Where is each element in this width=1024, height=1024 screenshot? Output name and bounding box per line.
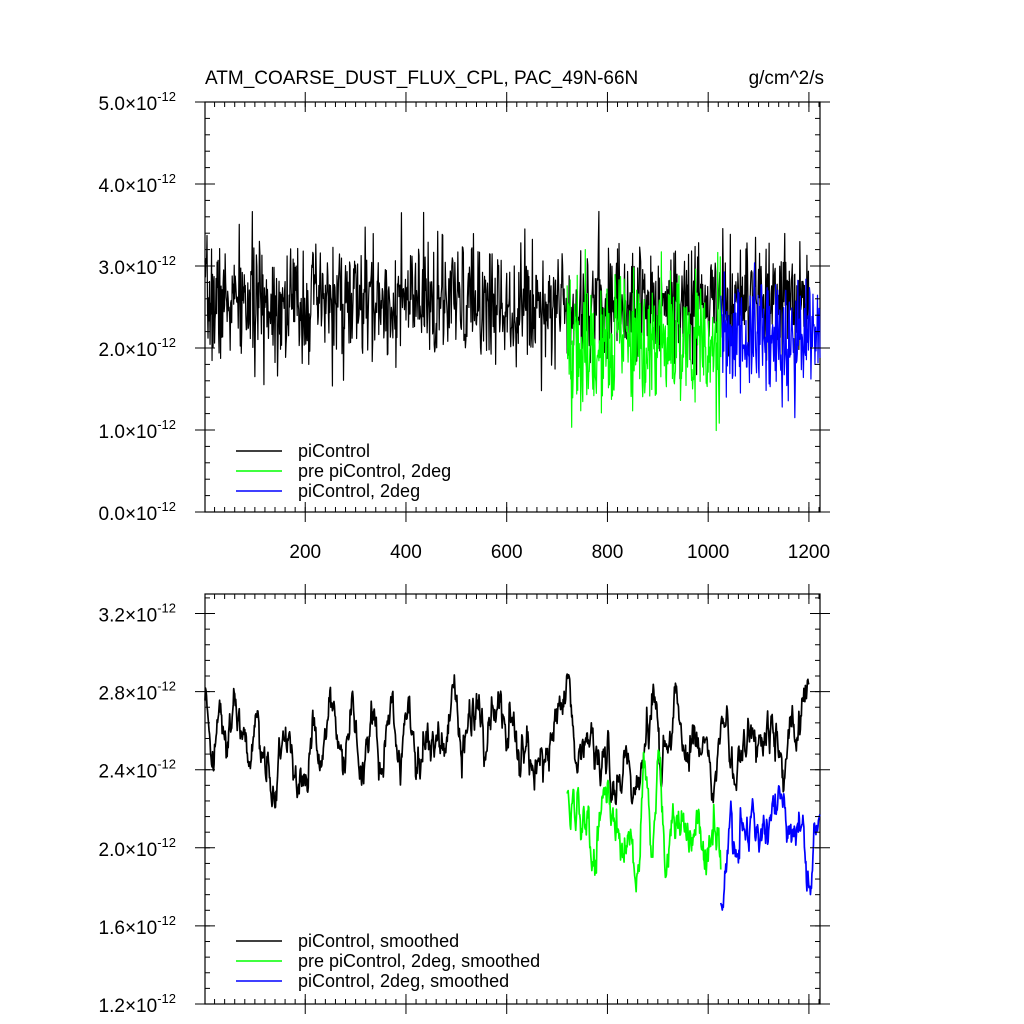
legend-label-2: pre piControl, 2deg, smoothed [298, 951, 540, 971]
y-tick-label: 2.0×10-12 [99, 335, 176, 361]
x-tick-label: 1000 [687, 542, 729, 563]
y-tick-mantissa: 2.8×10 [99, 684, 158, 705]
y-tick-exponent: -12 [157, 89, 176, 104]
legend-label-3: piControl, 2deg, smoothed [298, 971, 509, 991]
series-line-2 [566, 749, 722, 893]
y-tick-label: 1.6×10-12 [99, 913, 176, 939]
series-line-2 [566, 249, 722, 432]
y-tick-mantissa: 1.0×10 [99, 422, 158, 443]
y-tick-exponent: -12 [157, 171, 176, 186]
top-panel: ATM_COARSE_DUST_FLUX_CPL, PAC_49N-66N g/… [99, 68, 831, 563]
plot-frame-bottom [204, 593, 821, 1005]
y-tick-mantissa: 2.4×10 [99, 762, 158, 783]
y-tick-mantissa: 5.0×10 [99, 94, 158, 115]
y-tick-mantissa: 4.0×10 [99, 176, 158, 197]
y-tick-mantissa: 1.2×10 [99, 996, 158, 1017]
y-tick-label: 2.0×10-12 [99, 835, 176, 861]
legend-label-2: pre piControl, 2deg [298, 461, 451, 481]
x-tick-label: 600 [491, 542, 523, 563]
chart-units: g/cm^2/s [749, 68, 824, 89]
y-tick-label: 1.0×10-12 [99, 417, 176, 443]
x-tick-label: 200 [289, 542, 321, 563]
legend-label-1: piControl [298, 441, 370, 461]
x-tick-label: 1200 [788, 542, 830, 563]
y-tick-label: 1.2×10-12 [99, 991, 176, 1017]
y-tick-exponent: -12 [157, 335, 176, 350]
y-tick-exponent: -12 [157, 991, 176, 1006]
series-group [204, 210, 821, 432]
legend-label-1: piControl, smoothed [298, 931, 459, 951]
y-tick-label: 3.0×10-12 [99, 253, 176, 279]
y-tick-label: 2.4×10-12 [99, 757, 176, 783]
y-tick-exponent: -12 [157, 499, 176, 514]
y-tick-mantissa: 3.2×10 [99, 606, 158, 627]
y-tick-mantissa: 2.0×10 [99, 340, 158, 361]
y-tick-label: 5.0×10-12 [99, 89, 176, 115]
series-group-bottom [204, 673, 821, 911]
x-axis-bottom [214, 584, 820, 1014]
y-tick-exponent: -12 [157, 417, 176, 432]
series-line-3 [720, 262, 821, 419]
y-tick-exponent: -12 [157, 913, 176, 928]
series-line-3 [719, 785, 821, 911]
y-tick-mantissa: 1.6×10 [99, 918, 158, 939]
bottom-panel: 1.2×10-121.6×10-122.0×10-122.4×10-122.8×… [99, 584, 830, 1017]
y-tick-mantissa: 2.0×10 [99, 840, 158, 861]
chart-title: ATM_COARSE_DUST_FLUX_CPL, PAC_49N-66N [205, 68, 638, 89]
series-line-1 [204, 673, 810, 809]
plot-frame [204, 101, 821, 513]
y-tick-exponent: -12 [157, 835, 176, 850]
y-tick-mantissa: 0.0×10 [99, 504, 158, 525]
y-tick-label: 4.0×10-12 [99, 171, 176, 197]
x-axis: 200 400 600 800 1000 1200 [214, 92, 830, 563]
y-tick-exponent: -12 [157, 679, 176, 694]
y-tick-exponent: -12 [157, 757, 176, 772]
x-tick-label: 400 [390, 542, 422, 563]
y-axis: 0.0×10-121.0×10-122.0×10-123.0×10-124.0×… [99, 89, 830, 525]
x-tick-label: 800 [592, 542, 624, 563]
y-tick-exponent: -12 [157, 601, 176, 616]
y-tick-label: 0.0×10-12 [99, 499, 176, 525]
y-tick-mantissa: 3.0×10 [99, 258, 158, 279]
y-tick-label: 2.8×10-12 [99, 679, 176, 705]
y-tick-label: 3.2×10-12 [99, 601, 176, 627]
y-tick-exponent: -12 [157, 253, 176, 268]
legend-label-3: piControl, 2deg [298, 481, 420, 501]
y-axis-bottom: 1.2×10-121.6×10-122.0×10-122.4×10-122.8×… [99, 597, 830, 1017]
